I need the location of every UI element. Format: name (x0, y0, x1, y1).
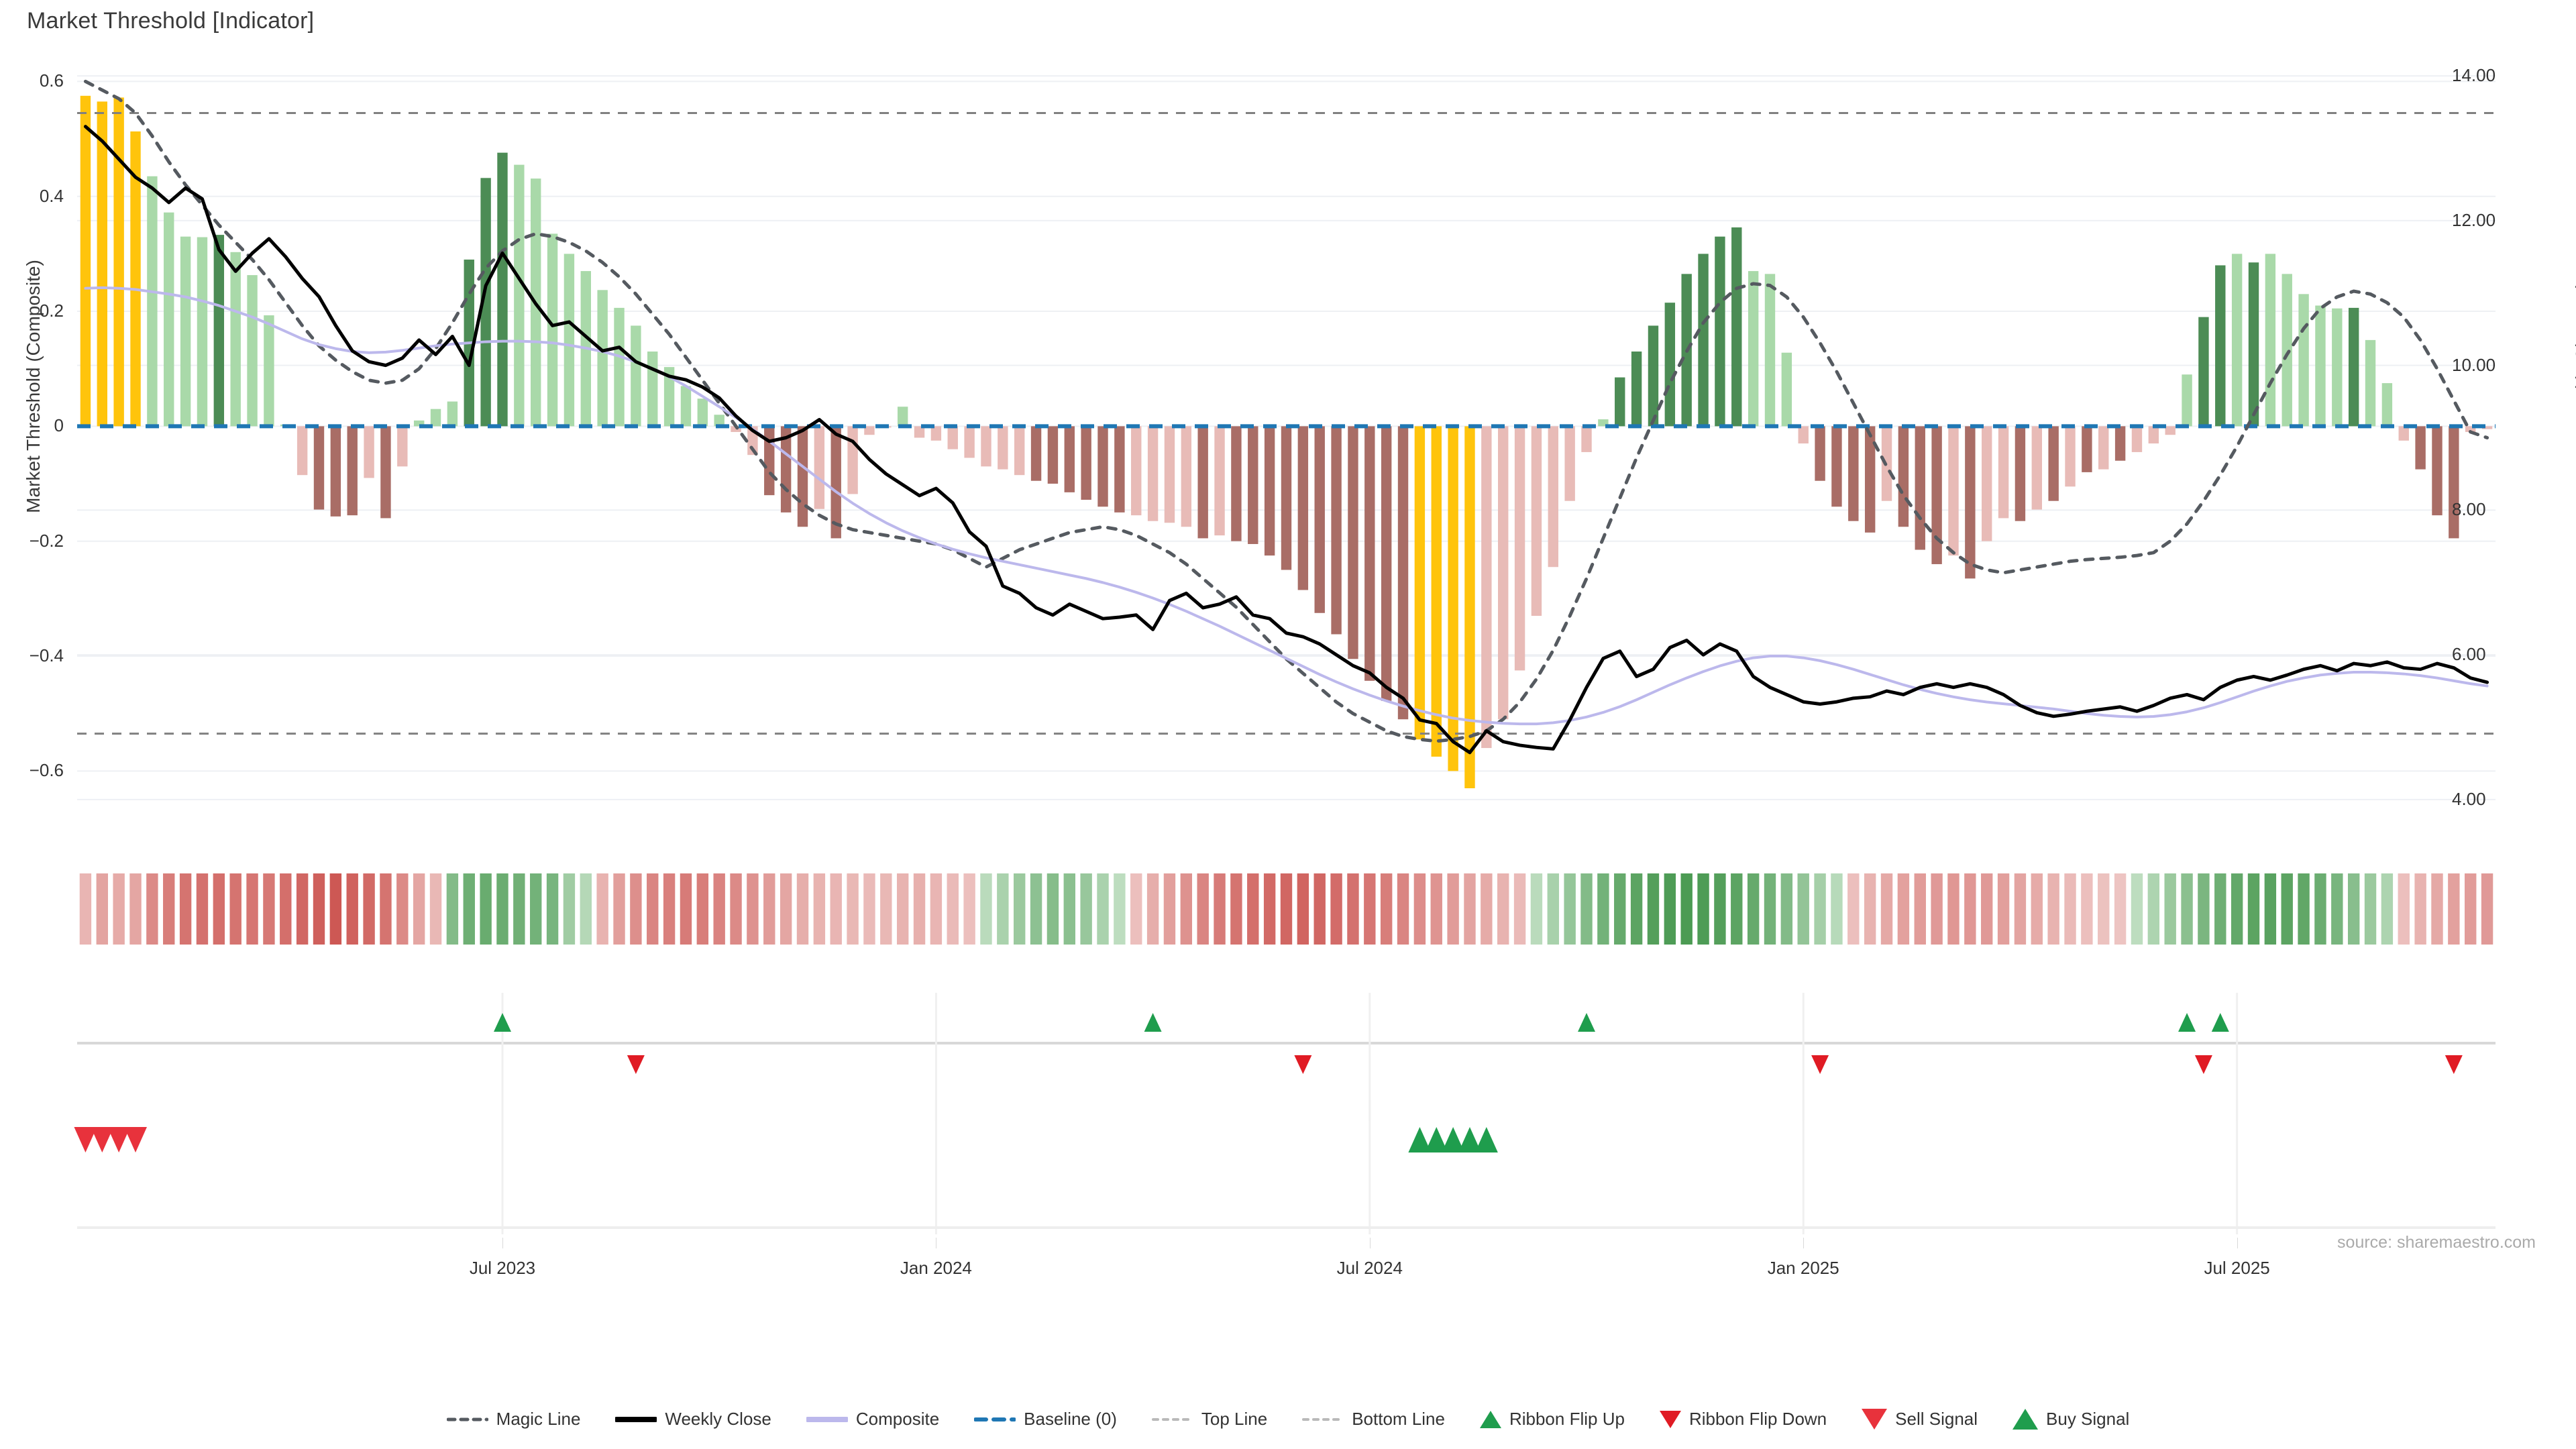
x-axis-tick-mark (1369, 1238, 1371, 1248)
x-axis-tick-label: Jul 2025 (2204, 1258, 2270, 1278)
legend-item-baseline-0[interactable]: Baseline (0) (973, 1409, 1117, 1430)
y-axis-left-tick: −0.4 (29, 645, 64, 665)
main-chart-plot (77, 47, 2496, 828)
triangle-down-large-icon (1862, 1409, 1888, 1430)
legend-item-ribbon-flip-up[interactable]: Ribbon Flip Up (1479, 1409, 1625, 1430)
y-axis-left-tick: 0.2 (39, 301, 64, 321)
x-axis-tick-label: Jan 2024 (900, 1258, 972, 1278)
legend-item-label: Weekly Close (665, 1409, 771, 1429)
y-axis-right-tick: 8.00 (2452, 499, 2486, 520)
legend-item-weekly-close[interactable]: Weekly Close (614, 1409, 771, 1430)
triangle-up-large-icon (2012, 1409, 2039, 1430)
legend-item-top-line[interactable]: Top Line (1151, 1409, 1268, 1430)
buy-sell-signal-panel (74, 1100, 2496, 1234)
source-note: source: sharemaestro.com (2337, 1233, 2536, 1252)
x-axis-tick-label: Jul 2024 (1336, 1258, 1403, 1278)
y-axis-left-tick: −0.6 (29, 760, 64, 781)
legend-line-swatch (614, 1413, 659, 1426)
legend-item-label: Magic Line (496, 1409, 581, 1429)
page-title: Market Threshold [Indicator] (27, 8, 315, 34)
y-axis-right-tick: 12.00 (2452, 209, 2496, 230)
legend-item-label: Composite (855, 1409, 940, 1429)
x-axis: Jul 2023 Jan 2024 Jul 2024 Jan 2025 Jul 2025 (77, 1238, 2496, 1298)
legend-item-label: Top Line (1201, 1409, 1268, 1429)
y-axis-left-tick: 0.4 (39, 185, 64, 206)
y-axis-right-tick: 14.00 (2452, 65, 2496, 86)
triangle-up-icon (1479, 1410, 1501, 1428)
legend-item-label: Buy Signal (2046, 1409, 2130, 1429)
x-axis-tick-label: Jan 2025 (1767, 1258, 1839, 1278)
y-axis-right-tick: 10.00 (2452, 354, 2496, 375)
legend-item-label: Ribbon Flip Up (1509, 1409, 1625, 1429)
legend-line-swatch (446, 1413, 489, 1426)
chart-legend: Magic Line Weekly Close Composite Baseline … (0, 1409, 2576, 1430)
legend-item-label: Ribbon Flip Down (1688, 1409, 1827, 1429)
y-axis-right-tick: 6.00 (2452, 644, 2486, 665)
legend-line-swatch (973, 1413, 1017, 1426)
legend-line-swatch (1151, 1413, 1193, 1426)
legend-item-ribbon-flip-down[interactable]: Ribbon Flip Down (1659, 1409, 1827, 1430)
y-axis-left-title: Market Threshold (Composite) (23, 260, 44, 513)
legend-line-swatch (804, 1413, 849, 1426)
x-axis-tick-mark (2237, 1238, 2238, 1248)
y-axis-right-title: Weekly Close Price (2572, 264, 2576, 428)
legend-item-magic-line[interactable]: Magic Line (446, 1409, 581, 1430)
triangle-down-icon (1659, 1410, 1681, 1428)
legend-item-composite[interactable]: Composite (804, 1409, 940, 1430)
legend-line-swatch (1302, 1413, 1344, 1426)
legend-item-label: Bottom Line (1352, 1409, 1445, 1429)
y-axis-left-tick: −0.2 (29, 530, 64, 551)
x-axis-tick-mark (1803, 1238, 1805, 1248)
y-axis-left-tick: 0 (54, 415, 64, 436)
legend-item-label: Baseline (0) (1024, 1409, 1117, 1429)
legend-item-buy-signal[interactable]: Buy Signal (2012, 1409, 2129, 1430)
legend-item-sell-signal[interactable]: Sell Signal (1862, 1409, 1978, 1430)
legend-item-label: Sell Signal (1895, 1409, 1978, 1429)
ribbon-flip-panel (77, 993, 2496, 1120)
y-axis-right-tick: 4.00 (2452, 788, 2486, 809)
x-axis-tick-mark (502, 1238, 503, 1248)
legend-item-bottom-line[interactable]: Bottom Line (1302, 1409, 1445, 1430)
y-axis-left-tick: 0.6 (39, 70, 64, 91)
trend-ribbon-panel (77, 872, 2496, 946)
x-axis-tick-label: Jul 2023 (469, 1258, 536, 1278)
